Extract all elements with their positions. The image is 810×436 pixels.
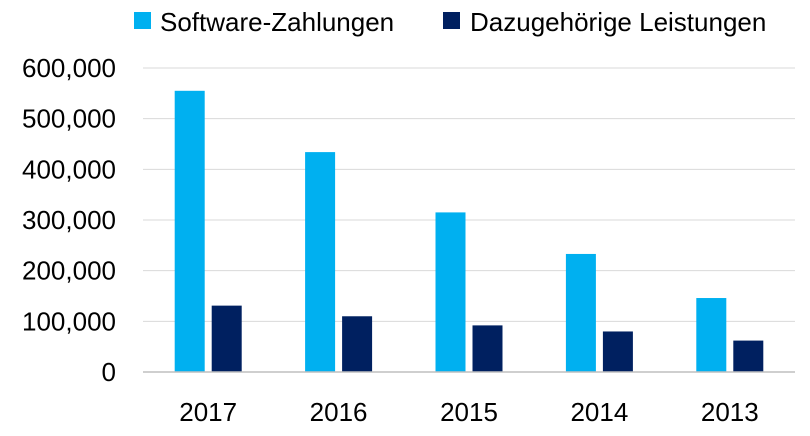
legend-swatch-series-0 [134, 12, 151, 29]
bar-series-0-2017 [174, 90, 205, 373]
x-tick-label: 2016 [310, 397, 368, 427]
legend: Software-Zahlungen Dazugehörige Leistung… [134, 7, 766, 37]
y-tick-label: 600,000 [22, 53, 116, 83]
gridlines [143, 67, 795, 322]
bars [174, 90, 764, 373]
bar-series-1-2013 [733, 340, 764, 372]
y-tick-label: 400,000 [22, 154, 116, 184]
y-tick-label: 100,000 [22, 306, 116, 336]
x-axis-ticks: 2017 2016 2015 2014 2013 [179, 397, 758, 427]
y-tick-label: 200,000 [22, 256, 116, 286]
legend-label-series-1: Dazugehörige Leistungen [470, 7, 766, 37]
bar-series-1-2017 [211, 305, 242, 372]
x-tick-label: 2015 [440, 397, 498, 427]
y-tick-label: 300,000 [22, 205, 116, 235]
bar-series-0-2015 [435, 212, 466, 372]
bar-series-0-2016 [305, 152, 336, 372]
legend-swatch-series-1 [443, 12, 460, 29]
x-tick-label: 2014 [570, 397, 628, 427]
bar-series-1-2016 [342, 316, 373, 372]
x-tick-label: 2013 [701, 397, 759, 427]
y-tick-label: 0 [102, 357, 116, 387]
legend-label-series-0: Software-Zahlungen [160, 7, 394, 37]
y-axis-ticks: 0 100,000 200,000 300,000 400,000 500,000 600,… [22, 53, 116, 387]
y-tick-label: 500,000 [22, 104, 116, 134]
bar-series-1-2015 [472, 325, 503, 372]
bar-series-1-2014 [602, 331, 633, 372]
x-tick-label: 2017 [179, 397, 237, 427]
bar-series-0-2014 [565, 253, 596, 372]
bar-series-0-2013 [696, 298, 727, 372]
